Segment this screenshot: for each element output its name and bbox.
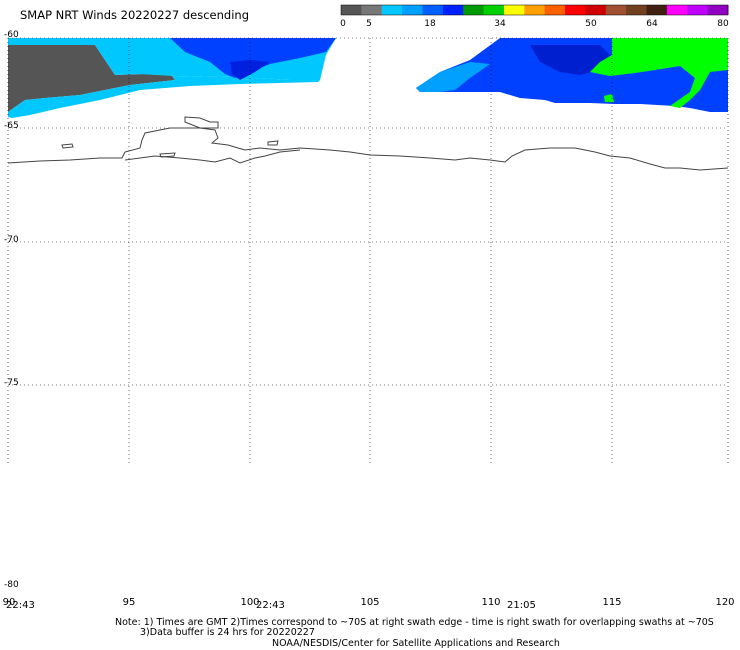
colorbar-segment <box>646 5 668 15</box>
colorbar-label-50: 50 <box>585 19 597 29</box>
colorbar-label-64: 64 <box>646 19 658 29</box>
colorbar-label-18: 18 <box>424 19 436 29</box>
colorbar-segment <box>687 5 709 15</box>
wind-speed-colorbar <box>340 4 729 16</box>
lon-label-105: 105 <box>360 597 380 608</box>
lon-label-115: 115 <box>602 597 622 608</box>
colorbar-segments <box>341 5 729 15</box>
colorbar-segment <box>565 5 586 15</box>
colorbar-segment <box>666 5 688 15</box>
colorbar-segment <box>707 5 729 15</box>
colorbar-segment <box>626 5 648 15</box>
map-title: SMAP NRT Winds 20220227 descending <box>20 8 249 22</box>
colorbar-segment <box>605 5 627 15</box>
colorbar-label-0: 0 <box>340 19 346 29</box>
wind-swath-right-green <box>590 38 728 108</box>
colorbar-frame <box>340 4 729 16</box>
lat-label-60: -60 <box>4 30 19 40</box>
swath-time-1: 22:43 <box>6 600 35 611</box>
colorbar-segment <box>463 5 485 15</box>
credit-line: NOAA/NESDIS/Center for Satellite Applica… <box>272 638 560 649</box>
lon-label-110: 110 <box>481 597 501 608</box>
colorbar-segment <box>402 5 423 15</box>
graticule <box>8 37 728 465</box>
wind-swath-left-blue <box>170 38 336 78</box>
lat-label-70: -70 <box>4 235 19 245</box>
colorbar-segment <box>503 5 525 15</box>
wind-swath-right-cyan <box>416 62 490 92</box>
lon-label-120: 120 <box>715 597 735 608</box>
colorbar-segment <box>585 5 607 15</box>
swath-time-2: 22:43 <box>256 600 285 611</box>
colorbar-segment <box>442 5 464 15</box>
colorbar-segment <box>341 5 362 15</box>
calm-wind-region <box>8 45 175 112</box>
colorbar-segment <box>483 5 505 15</box>
colorbar-label-34: 34 <box>494 19 506 29</box>
note-line-1: Note: 1) Times are GMT 2)Times correspon… <box>115 617 714 628</box>
wind-swath-left-lower <box>8 73 320 118</box>
colorbar-segment <box>544 5 566 15</box>
lat-label-75: -75 <box>4 378 19 388</box>
lon-label-90: 90 <box>2 597 16 608</box>
colorbar-label-5: 5 <box>366 19 372 29</box>
lat-label-80: -80 <box>4 580 19 590</box>
wind-swath-right-deepblue <box>530 45 615 75</box>
lon-label-100: 100 <box>240 597 260 608</box>
note-line-2: 3)Data buffer is 24 hrs for 20220227 <box>140 627 315 638</box>
colorbar-segment <box>422 5 444 15</box>
colorbar-segment <box>524 5 546 15</box>
swath-time-3: 21:05 <box>507 600 536 611</box>
antarctic-coastline <box>7 116 729 171</box>
colorbar-segment <box>381 5 403 15</box>
colorbar-segment <box>361 5 383 15</box>
lon-label-95: 95 <box>122 597 136 608</box>
colorbar-label-80: 80 <box>717 19 729 29</box>
wind-swath-right-green-small <box>604 94 614 102</box>
lat-label-65: -65 <box>4 121 19 131</box>
